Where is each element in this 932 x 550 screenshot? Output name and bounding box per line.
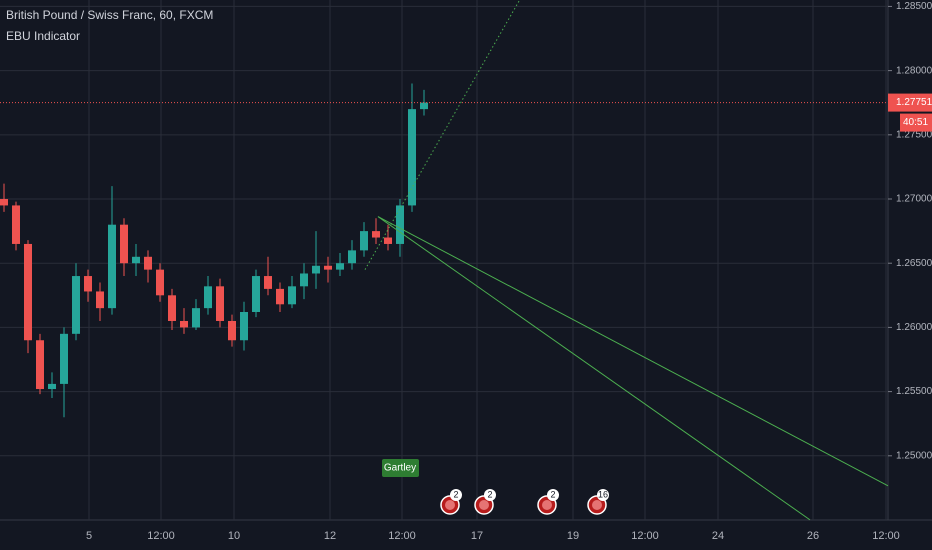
- candle-body: [348, 250, 356, 264]
- last-price-label: 1.27751: [896, 97, 932, 108]
- event-badge: [484, 489, 496, 501]
- candle-body: [300, 273, 308, 287]
- x-tick-label: 19: [567, 530, 579, 542]
- indicator-name: EBU Indicator: [6, 29, 80, 43]
- pattern-label: Gartley: [384, 463, 416, 474]
- candle-body: [408, 109, 416, 206]
- x-tick-label: 12: [324, 530, 336, 542]
- last-price-box: [888, 93, 932, 112]
- y-tick-label: 1.27000: [896, 194, 932, 205]
- candle-body: [84, 276, 92, 292]
- candle-body: [60, 333, 68, 384]
- x-tick-label: 12:00: [872, 530, 900, 542]
- candle-body: [264, 276, 272, 289]
- candle-body: [396, 205, 404, 244]
- candle-body: [96, 291, 104, 309]
- y-tick-label: 1.28500: [896, 1, 932, 12]
- candle-body: [0, 199, 8, 206]
- candle-body: [420, 102, 428, 110]
- event-badge: [597, 489, 609, 501]
- event-badge: [547, 489, 559, 501]
- event-icon-inner: [445, 500, 455, 510]
- candle-body: [312, 265, 320, 274]
- y-tick-label: 1.27500: [896, 129, 932, 140]
- candle-body: [384, 237, 392, 244]
- y-tick-label: 1.26500: [896, 258, 932, 269]
- x-tick-label: 12:00: [631, 530, 659, 542]
- x-tick-label: 12:00: [388, 530, 416, 542]
- countdown-box: [900, 113, 932, 132]
- event-count: 16: [598, 489, 608, 499]
- trend-line: [377, 216, 889, 487]
- x-tick-label: 5: [86, 530, 92, 542]
- candle-body: [372, 231, 380, 238]
- event-count: 2: [487, 489, 492, 499]
- candle-body: [252, 276, 260, 312]
- chart-title: British Pound / Swiss Franc, 60, FXCM: [6, 8, 213, 22]
- candle-body: [192, 308, 200, 328]
- grid: [0, 0, 888, 520]
- plot: [0, 0, 889, 521]
- candle-body: [240, 312, 248, 341]
- candle-body: [48, 383, 56, 390]
- candle-body: [108, 224, 116, 309]
- candle-body: [324, 265, 332, 270]
- pattern-label-box: [382, 459, 419, 477]
- x-tick-label: 26: [807, 530, 819, 542]
- candle-body: [204, 286, 212, 309]
- y-tick-label: 1.26000: [896, 322, 932, 333]
- event-count: 2: [453, 489, 458, 499]
- y-tick-label: 1.28000: [896, 65, 932, 76]
- x-tick-label: 10: [228, 530, 240, 542]
- candle-body: [24, 243, 32, 341]
- x-tick-label: 17: [471, 530, 483, 542]
- candle-body: [180, 320, 188, 328]
- event-icon-inner: [542, 500, 552, 510]
- candle-body: [132, 256, 140, 264]
- candle-body: [336, 263, 344, 270]
- candle-body: [120, 224, 128, 264]
- candle-body: [360, 231, 368, 251]
- candle-body: [12, 205, 20, 244]
- candle-body: [276, 288, 284, 305]
- trend-line: [377, 216, 811, 521]
- candle-body: [72, 276, 80, 334]
- event-icon-inner: [592, 500, 602, 510]
- x-tick-label: 24: [712, 530, 724, 542]
- x-tick-label: 12:00: [147, 530, 175, 542]
- event-badge: [450, 489, 462, 501]
- candle-body: [168, 295, 176, 321]
- countdown-label: 40:51: [903, 117, 928, 128]
- y-tick-label: 1.25500: [896, 386, 932, 397]
- event-count: 2: [550, 489, 555, 499]
- candle-body: [36, 340, 44, 390]
- candle-body: [288, 286, 296, 305]
- candle-body: [144, 256, 152, 270]
- candle-body: [156, 269, 164, 296]
- candle-body: [216, 286, 224, 321]
- y-tick-label: 1.25000: [896, 450, 932, 461]
- candle-body: [228, 320, 236, 341]
- event-icon-inner: [479, 500, 489, 510]
